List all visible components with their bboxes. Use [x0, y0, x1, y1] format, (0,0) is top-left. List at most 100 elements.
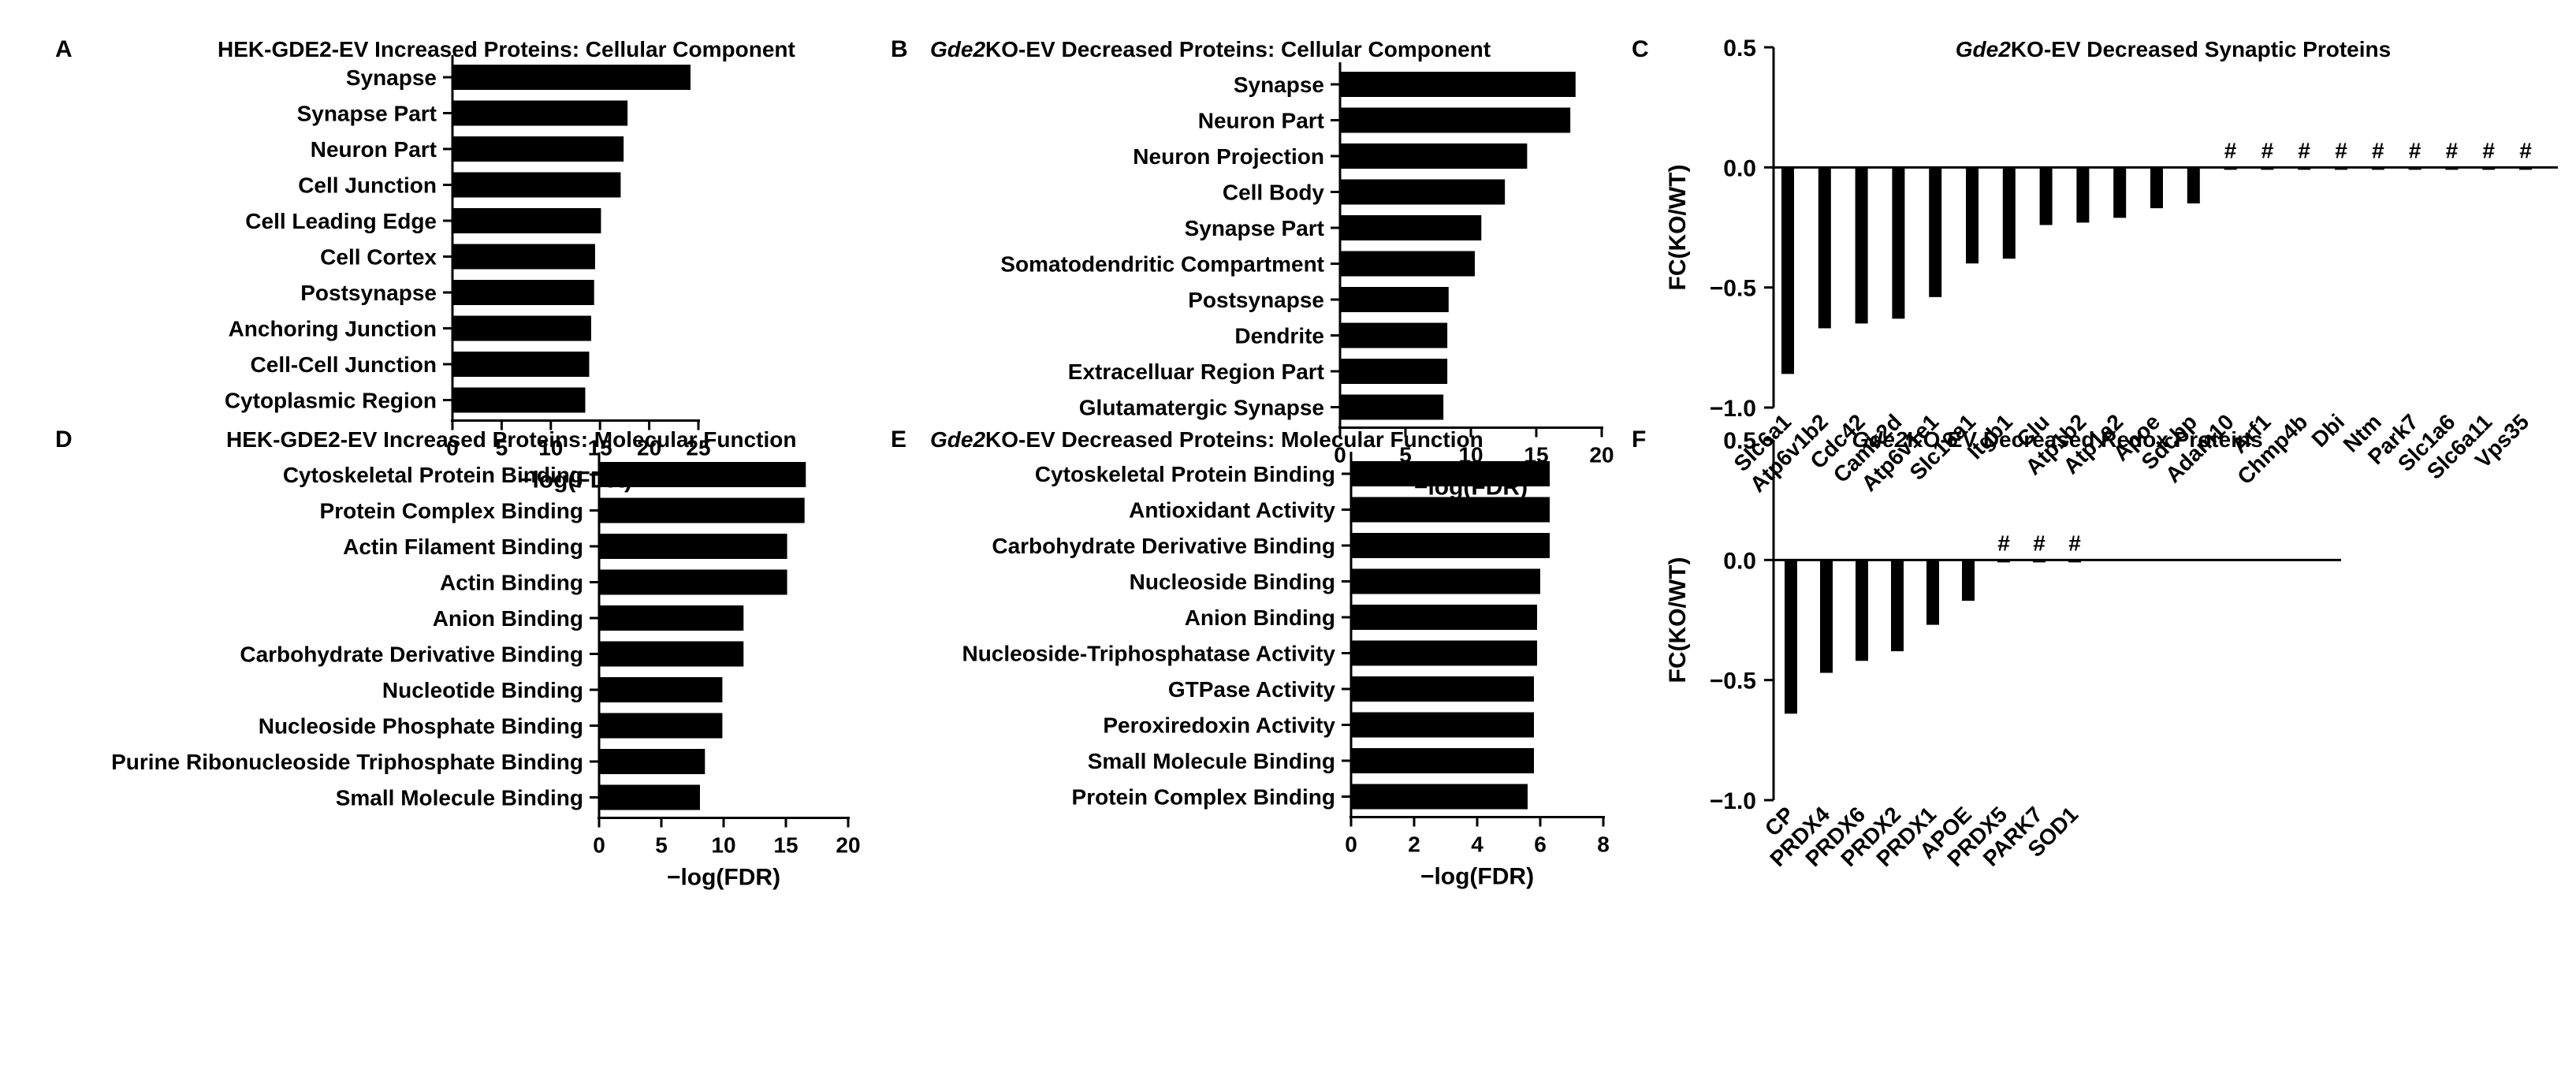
category-label: Synapse Part: [1185, 216, 1324, 240]
bar: [2033, 560, 2046, 563]
significance-mark: #: [1997, 531, 2010, 555]
bar: [452, 172, 621, 198]
category-label: Small Molecule Binding: [1088, 749, 1335, 773]
significance-mark: #: [2033, 531, 2046, 555]
bar: [599, 641, 744, 667]
x-tick-label: 4: [1471, 832, 1483, 857]
chart-title-italic: Gde2: [1852, 427, 1907, 452]
panel-letter: B: [891, 36, 908, 62]
x-tick-label: 20: [836, 833, 860, 858]
x-tick-label: 20: [637, 436, 661, 460]
category-label: Protein Complex Binding: [1072, 785, 1335, 810]
category-label: Neuron Part: [311, 137, 437, 162]
category-label: Dendrite: [1234, 324, 1324, 348]
chart-title-rest: KO-EV Decreased Synaptic Proteins: [2011, 37, 2391, 61]
category-label: Nucleotide Binding: [382, 678, 583, 702]
chart-title-italic: Gde2: [1956, 37, 2011, 61]
x-tick-label: 25: [686, 436, 710, 460]
category-label: Nucleoside Binding: [1130, 570, 1335, 594]
bar: [599, 462, 806, 487]
chart-title: Gde2KO-EV Decreased Proteins: Molecular …: [930, 427, 1483, 452]
bar: [2187, 167, 2200, 204]
bar: [599, 534, 787, 559]
x-tick-label: 10: [538, 436, 563, 460]
significance-mark: #: [2519, 138, 2532, 162]
category-label: Nucleoside Phosphate Binding: [259, 714, 583, 739]
bar: [1818, 167, 1831, 329]
bar: [1340, 394, 1444, 420]
significance-mark: #: [2482, 138, 2495, 162]
y-tick-label: −0.5: [1710, 668, 1756, 695]
bar: [2150, 167, 2163, 209]
chart-title: Gde2KO-EV Decreased Synaptic Proteins: [1956, 37, 2391, 61]
y-tick-label: 0.5: [1723, 35, 1756, 61]
significance-mark: #: [2224, 138, 2237, 162]
bar: [1351, 784, 1528, 810]
y-tick-label: −1.0: [1710, 396, 1756, 422]
y-axis-label: FC(KO/WT): [1665, 557, 1691, 683]
bar: [1855, 167, 1868, 324]
panel-letter: F: [1632, 426, 1646, 452]
category-label: Cytoplasmic Region: [225, 389, 437, 413]
bar: [599, 605, 744, 631]
bar: [452, 100, 628, 126]
significance-mark: #: [2261, 138, 2274, 162]
y-tick-label: 0.0: [1723, 155, 1756, 181]
chart-title: HEK-GDE2-EV Increased Proteins: Molecula…: [226, 427, 796, 452]
category-label: Actin Filament Binding: [343, 534, 583, 559]
x-tick-label: 0: [1334, 443, 1346, 467]
bar: [1820, 560, 1833, 673]
bar: [1340, 287, 1449, 312]
category-label: Glutamatergic Synapse: [1079, 396, 1324, 420]
category-label: Somatodendritic Compartment: [1000, 252, 1324, 277]
category-label: Extracelluar Region Part: [1068, 359, 1324, 384]
x-tick-label: 5: [496, 436, 508, 460]
bar: [1351, 712, 1534, 738]
bar: [2371, 167, 2384, 170]
bar: [599, 749, 705, 774]
y-tick-label: 0.5: [1723, 428, 1756, 454]
significance-mark: #: [2298, 138, 2310, 162]
panel-letter: C: [1632, 36, 1649, 62]
bar: [599, 713, 723, 739]
x-axis-label: −log(FDR): [1420, 864, 1534, 890]
category-label: Cytoskeletal Protein Binding: [283, 463, 583, 487]
x-tick-label: 5: [1399, 443, 1412, 467]
category-label: Cell Body: [1223, 181, 1325, 205]
category-label: Synapse Part: [297, 102, 437, 126]
category-label: Neuron Projection: [1133, 144, 1324, 169]
y-tick-label: 0.0: [1723, 548, 1756, 574]
bar: [1351, 497, 1550, 523]
bar: [1351, 533, 1550, 558]
bar: [452, 65, 691, 90]
bar: [2408, 167, 2422, 170]
chart-title: Gde2KO-EV Decreased Proteins: Cellular C…: [930, 37, 1491, 61]
x-tick-label: 5: [655, 833, 668, 858]
bar: [1926, 560, 1939, 625]
bar: [1785, 560, 1797, 714]
y-axis-label: FC(KO/WT): [1665, 165, 1691, 291]
chart-title-rest: KO-EV Decreased Redox Proteins: [1907, 427, 2262, 452]
category-label: Anion Binding: [1185, 605, 1335, 630]
x-tick-label: 10: [711, 833, 735, 858]
x-tick-label: 0: [593, 833, 605, 858]
category-label: Cell Cortex: [320, 245, 437, 270]
bar: [2039, 167, 2053, 225]
category-label: Cell Junction: [298, 173, 437, 198]
bar: [1340, 251, 1475, 277]
bar: [1340, 322, 1448, 348]
chart-title-italic: Gde2: [930, 427, 985, 452]
bar: [2002, 167, 2016, 259]
bar: [452, 387, 586, 413]
category-label: Carbohydrate Derivative Binding: [240, 642, 583, 667]
category-label: Cell Leading Edge: [245, 209, 437, 233]
x-tick-label: 20: [1589, 443, 1614, 467]
bar: [1351, 640, 1537, 666]
category-label: Synapse: [1234, 73, 1324, 97]
x-axis-label: −log(FDR): [667, 865, 780, 891]
category-label: Dbi: [2306, 409, 2349, 452]
category-label: Cell-Cell Junction: [251, 352, 437, 377]
chart-title-rest: KO-EV Decreased Proteins: Molecular Func…: [985, 427, 1483, 452]
significance-mark: #: [2335, 138, 2347, 162]
